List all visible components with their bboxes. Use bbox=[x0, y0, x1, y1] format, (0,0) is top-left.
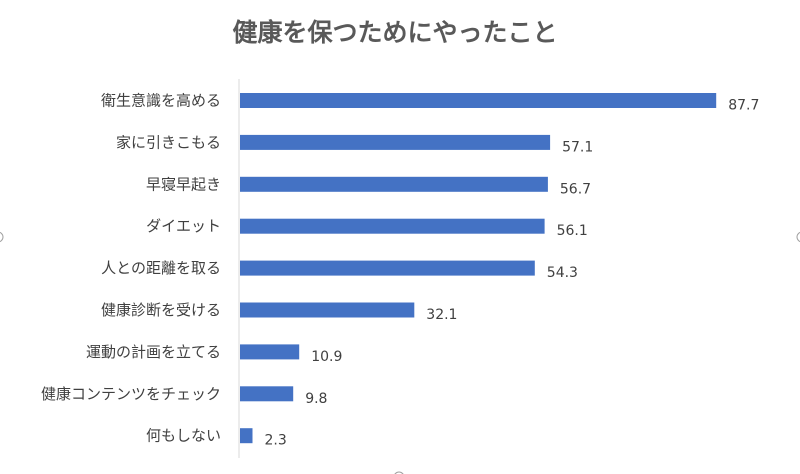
category-label: 健康診断を受ける bbox=[101, 301, 221, 319]
bar-6[interactable] bbox=[240, 302, 415, 318]
value-label: 32.1 bbox=[426, 307, 457, 323]
bar-4[interactable] bbox=[240, 218, 545, 234]
category-label: 運動の計画を立てる bbox=[86, 343, 221, 361]
category-label: 早寝早起き bbox=[146, 175, 221, 193]
right-resize-handle[interactable] bbox=[796, 231, 800, 243]
left-resize-handle[interactable] bbox=[0, 231, 4, 243]
value-label: 87.7 bbox=[728, 98, 759, 114]
category-label: ダイエット bbox=[146, 217, 221, 235]
category-label: 人との距離を取る bbox=[101, 259, 221, 277]
category-label: 衛生意識を高める bbox=[101, 92, 221, 110]
chart-title: 健康を保つためにやったこと bbox=[232, 18, 557, 47]
bar-9[interactable] bbox=[240, 428, 253, 444]
bar-1[interactable] bbox=[240, 93, 717, 108]
value-label: 54.3 bbox=[547, 265, 578, 281]
value-label: 2.3 bbox=[265, 433, 287, 449]
category-label: 何もしない bbox=[146, 427, 221, 445]
bar-2[interactable] bbox=[240, 134, 551, 150]
category-label: 家に引きこもる bbox=[116, 133, 221, 151]
category-label: 健康コンテンツをチェック bbox=[41, 385, 221, 403]
value-label: 57.1 bbox=[562, 139, 593, 155]
value-label: 9.8 bbox=[305, 391, 327, 407]
bar-3[interactable] bbox=[240, 176, 548, 192]
value-label: 56.7 bbox=[560, 181, 591, 197]
value-label: 10.9 bbox=[311, 349, 342, 365]
bars-group: 衛生意識を高める 87.7 家に引きこもる 57.1 早寝早起き 56.7 ダイエット 56.… bbox=[41, 92, 759, 449]
bar-8[interactable] bbox=[240, 386, 294, 402]
value-label: 56.1 bbox=[557, 223, 588, 239]
bar-7[interactable] bbox=[240, 344, 300, 360]
bar-5[interactable] bbox=[240, 260, 535, 276]
